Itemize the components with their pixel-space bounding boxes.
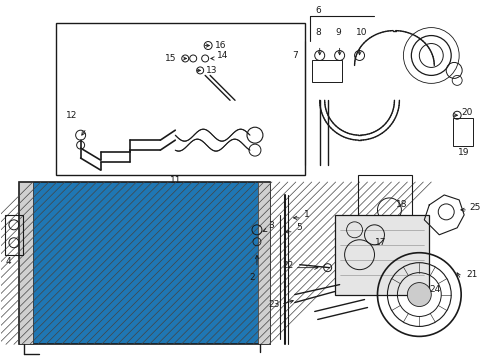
Text: 20: 20 xyxy=(461,108,472,117)
Text: 12: 12 xyxy=(66,111,77,120)
Text: 8: 8 xyxy=(316,28,321,37)
Text: 18: 18 xyxy=(396,201,408,210)
Bar xyxy=(56,23,305,175)
Bar xyxy=(358,175,413,237)
Text: 4: 4 xyxy=(6,257,12,266)
Text: 10: 10 xyxy=(356,28,367,37)
Bar xyxy=(5,215,23,255)
Text: 3: 3 xyxy=(268,221,273,230)
Circle shape xyxy=(407,283,431,306)
Text: 14: 14 xyxy=(217,51,228,60)
Text: 24: 24 xyxy=(429,285,441,294)
Text: 16: 16 xyxy=(215,41,226,50)
Text: 17: 17 xyxy=(374,238,386,247)
Text: 11: 11 xyxy=(171,176,182,185)
Text: 7: 7 xyxy=(292,51,297,60)
Text: 23: 23 xyxy=(268,300,279,309)
Bar xyxy=(312,60,342,82)
Text: 5: 5 xyxy=(296,223,301,232)
Text: 13: 13 xyxy=(206,66,218,75)
Bar xyxy=(19,182,33,345)
Text: 6: 6 xyxy=(316,6,321,15)
Text: 25: 25 xyxy=(469,203,481,212)
Text: 21: 21 xyxy=(466,270,478,279)
Text: 22: 22 xyxy=(283,261,294,270)
Text: 1: 1 xyxy=(304,210,310,219)
Bar xyxy=(335,215,429,294)
Text: 9: 9 xyxy=(336,28,342,37)
Text: 15: 15 xyxy=(165,54,177,63)
Bar xyxy=(258,182,270,345)
Text: 19: 19 xyxy=(458,148,470,157)
Bar xyxy=(19,182,270,345)
Bar xyxy=(33,182,258,345)
Text: 2: 2 xyxy=(249,273,255,282)
Bar xyxy=(453,118,473,146)
